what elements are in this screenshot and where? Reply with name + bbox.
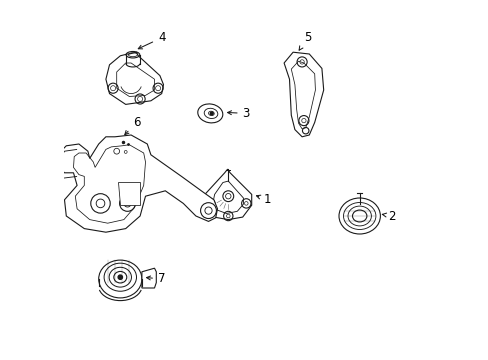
Text: 6: 6 — [124, 116, 140, 135]
Circle shape — [118, 275, 122, 279]
Polygon shape — [142, 268, 156, 288]
Polygon shape — [57, 135, 217, 232]
Text: 5: 5 — [299, 31, 310, 50]
Text: 3: 3 — [227, 107, 249, 120]
Text: 4: 4 — [138, 31, 165, 49]
Circle shape — [210, 112, 213, 115]
Polygon shape — [106, 52, 163, 104]
Polygon shape — [284, 52, 323, 137]
Polygon shape — [204, 169, 251, 220]
Polygon shape — [118, 182, 140, 205]
Text: 7: 7 — [146, 273, 165, 285]
Text: 2: 2 — [382, 210, 395, 222]
Text: 1: 1 — [256, 193, 271, 206]
